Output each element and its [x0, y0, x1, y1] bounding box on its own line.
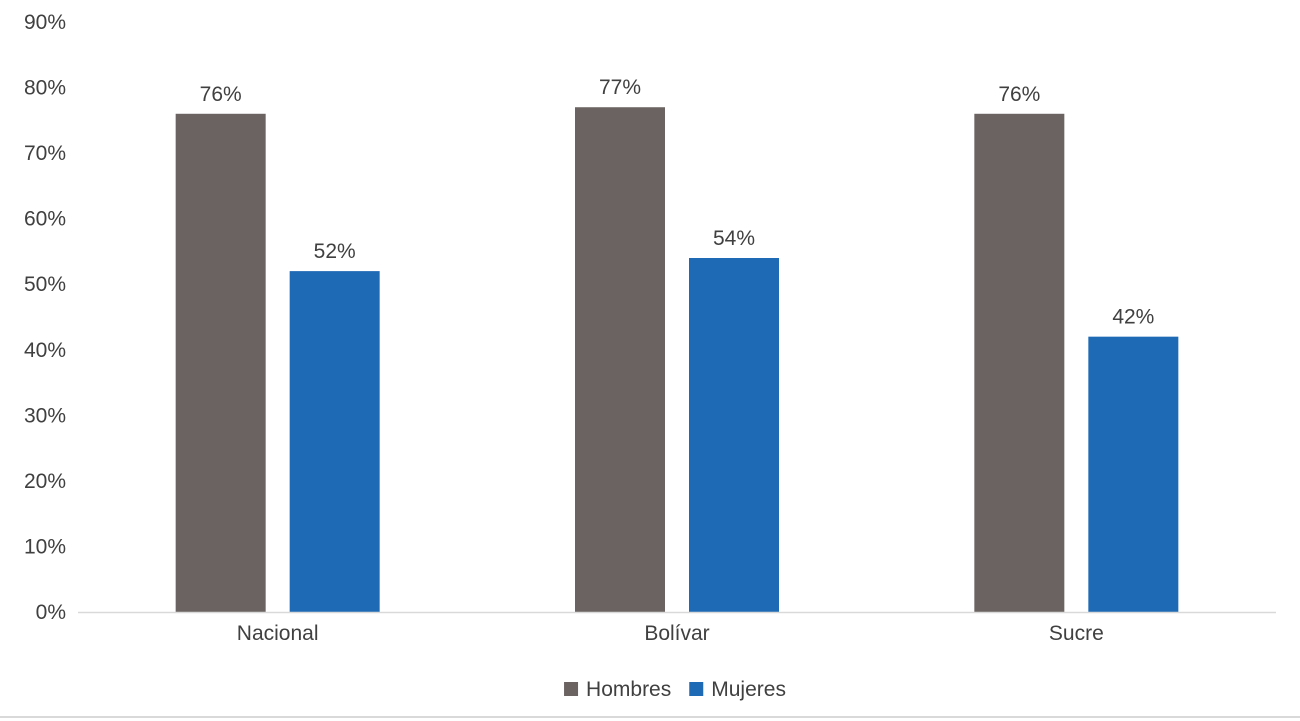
bar-mujeres-sucre — [1088, 336, 1179, 612]
y-axis: 0% 10% 20% 30% 40% 50% 60% 70% 80% 90% — [24, 11, 66, 624]
y-tick-label: 90% — [24, 11, 66, 34]
legend-item-hombres: Hombres — [564, 678, 671, 701]
y-tick-label: 50% — [24, 273, 66, 296]
data-label-hombres-sucre: 76% — [998, 83, 1040, 106]
y-tick-label: 70% — [24, 142, 66, 165]
data-label-mujeres-bolívar: 54% — [713, 227, 755, 250]
legend-swatch — [689, 682, 704, 696]
data-label-mujeres-sucre: 42% — [1112, 306, 1154, 329]
bar-mujeres-nacional — [289, 271, 380, 612]
legend-item-mujeres: Mujeres — [689, 678, 786, 701]
y-tick-label: 60% — [24, 208, 66, 231]
bar-hombres-bolívar — [575, 107, 665, 612]
y-tick-label: 40% — [24, 339, 66, 362]
y-tick-label: 10% — [24, 535, 66, 558]
legend-label: Hombres — [586, 678, 671, 701]
legend-swatch — [564, 682, 579, 696]
bar-mujeres-bolívar — [689, 258, 779, 612]
data-label-mujeres-nacional: 52% — [314, 240, 356, 263]
bar-hombres-nacional — [175, 113, 266, 613]
y-tick-label: 0% — [36, 601, 66, 624]
y-tick-label: 30% — [24, 404, 66, 427]
bar-hombres-sucre — [974, 113, 1065, 613]
x-axis: Nacional Bolívar Sucre — [237, 622, 1104, 645]
legend: Hombres Mujeres — [564, 678, 786, 701]
y-tick-label: 20% — [24, 470, 66, 493]
bars — [175, 107, 1179, 613]
x-category-label: Nacional — [237, 622, 319, 645]
x-category-label: Bolívar — [644, 622, 709, 645]
x-category-label: Sucre — [1049, 622, 1104, 645]
data-label-hombres-nacional: 76% — [200, 83, 242, 106]
y-tick-label: 80% — [24, 77, 66, 100]
data-label-hombres-bolívar: 77% — [599, 76, 641, 99]
legend-label: Mujeres — [711, 678, 786, 701]
data-labels: 76% 52% 77% 54% 76% 42% — [200, 76, 1155, 328]
